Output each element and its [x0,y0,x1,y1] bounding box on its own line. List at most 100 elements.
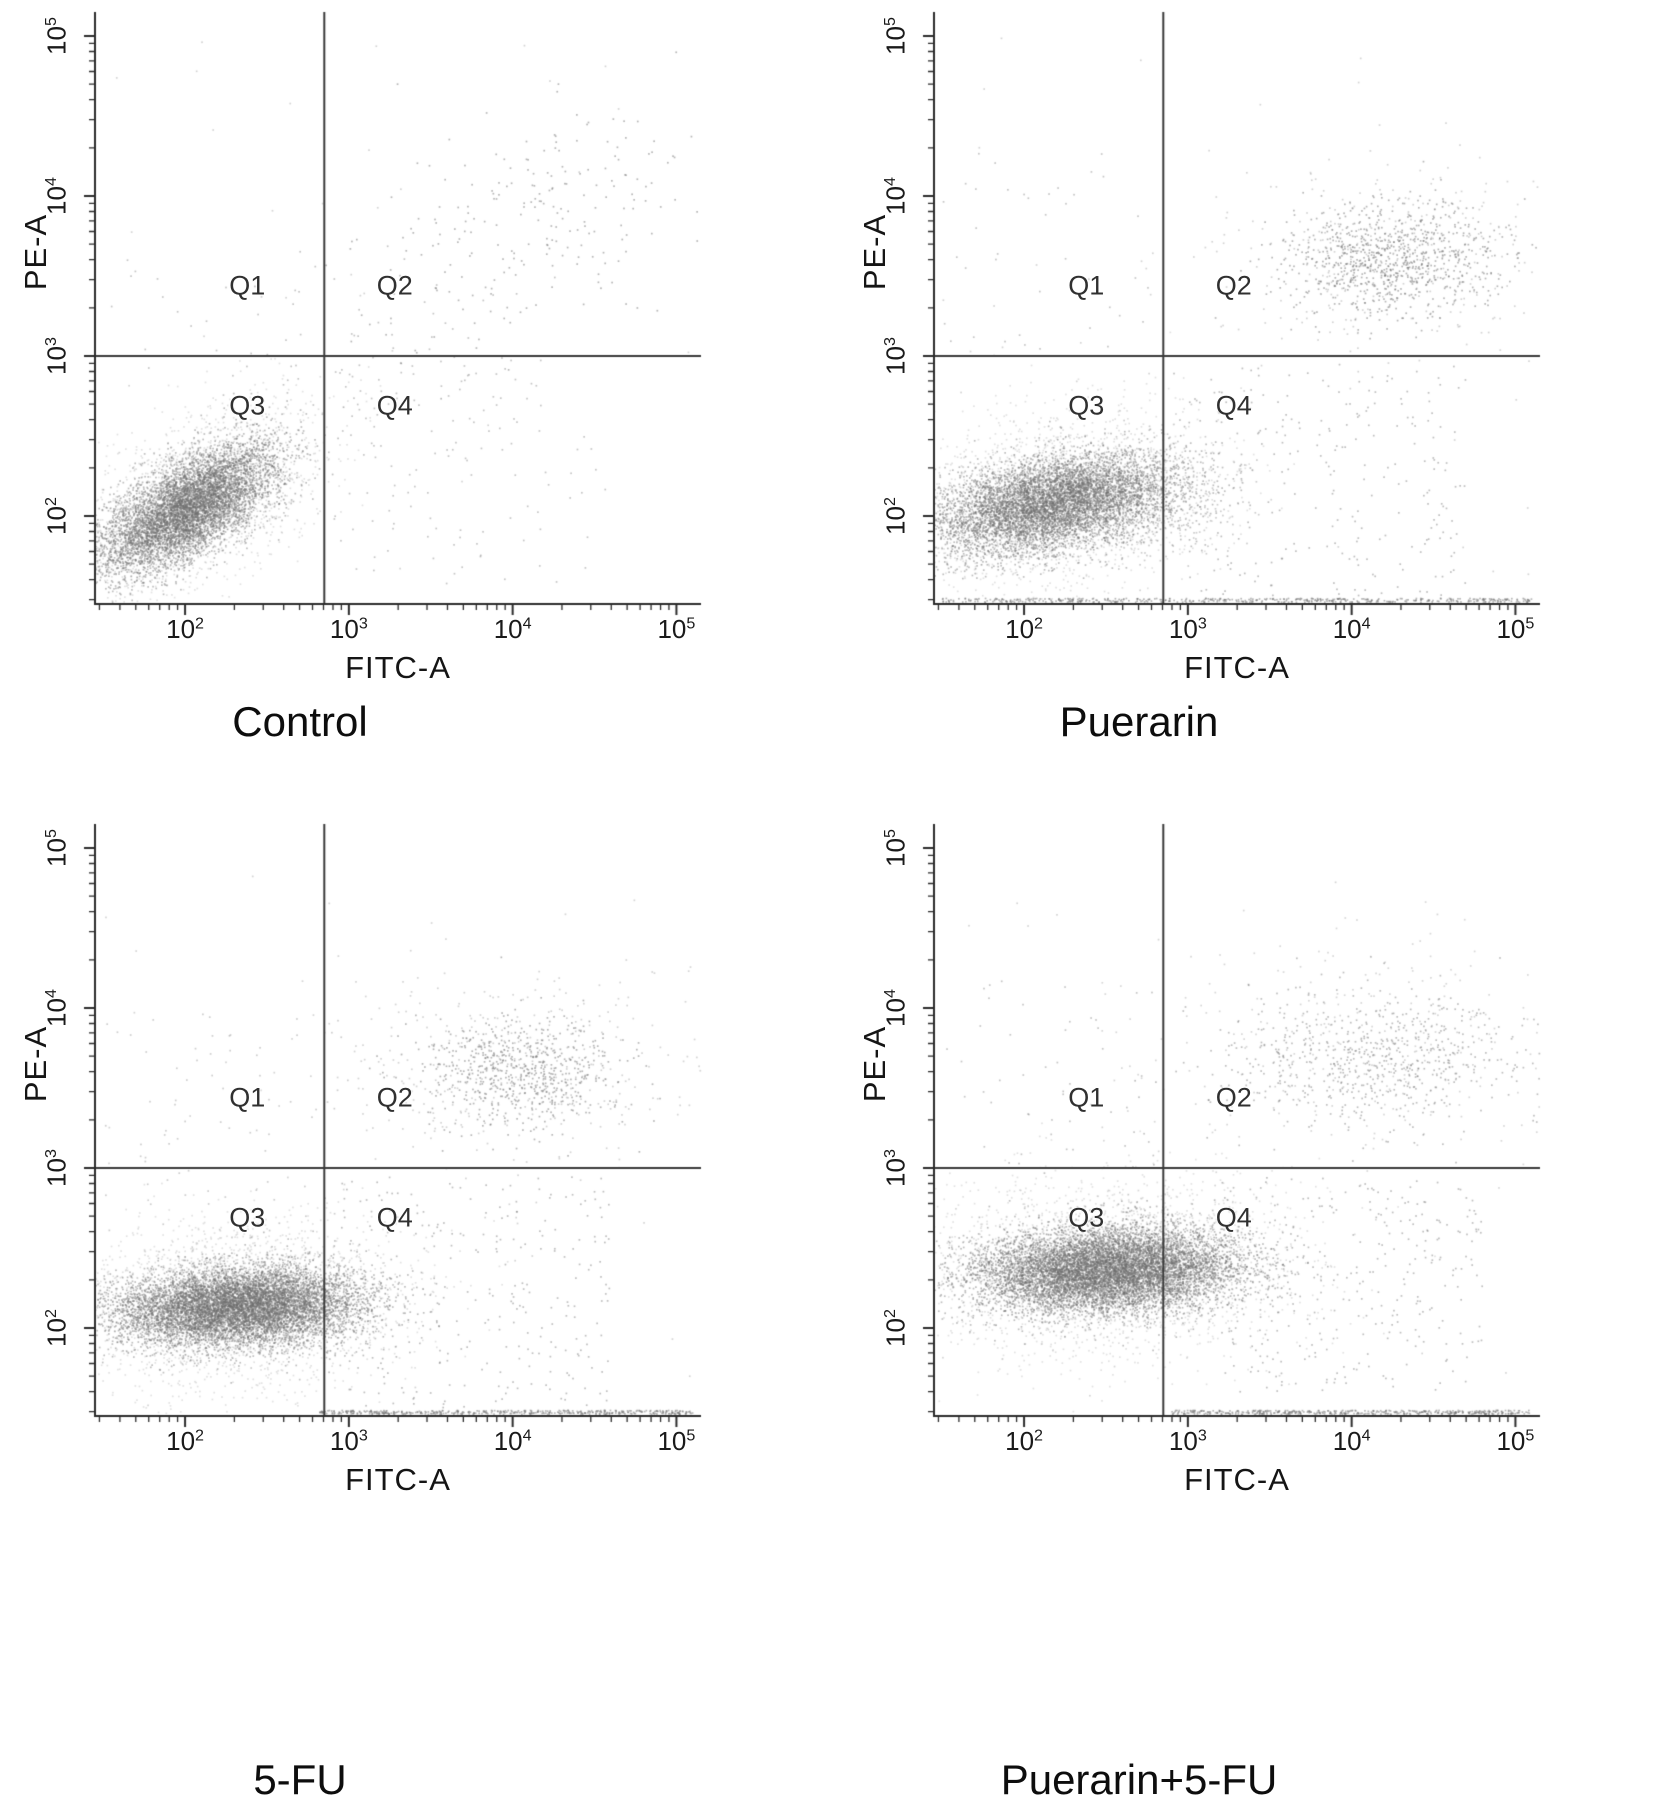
x-tick-label: 104 [494,1426,532,1457]
quadrant-label-q3: Q3 [229,390,266,421]
tick-base: 10 [1496,614,1526,644]
quadrant-label-q2: Q2 [1215,270,1252,301]
facs-panel: PE-A FITC-A Puerarin+5-FU 102 103 104 10… [839,812,1677,1805]
y-tick-label: 105 [42,17,73,55]
tick-base: 10 [1496,1426,1526,1456]
y-tick-label: 103 [42,337,73,375]
tick-exponent: 3 [41,337,60,347]
tick-base: 10 [657,614,687,644]
tick-base: 10 [41,346,72,375]
tick-exponent: 3 [1197,614,1207,633]
quadrant-label-q3: Q3 [1068,1202,1105,1233]
tick-exponent: 4 [41,989,60,999]
tick-exponent: 2 [195,614,205,633]
tick-base: 10 [41,186,72,215]
tick-exponent: 3 [358,1426,368,1445]
quadrant-label-q3: Q3 [1068,390,1105,421]
tick-base: 10 [880,186,911,215]
y-tick-label: 103 [881,337,912,375]
y-tick-label: 102 [881,1309,912,1347]
scatter-plot-canvas [839,0,1609,645]
panel-title: Puerarin+5-FU [1000,1756,1278,1803]
y-tick-label: 102 [881,497,912,535]
y-tick-label: 104 [881,989,912,1027]
tick-exponent: 5 [880,829,899,839]
x-tick-label: 103 [330,1426,368,1457]
tick-exponent: 2 [41,1309,60,1319]
x-tick-label: 102 [166,1426,204,1457]
tick-exponent: 2 [880,1309,899,1319]
y-tick-label: 105 [881,829,912,867]
tick-base: 10 [880,1158,911,1187]
x-tick-label: 104 [1333,1426,1371,1457]
scatter-plot-canvas [0,0,770,645]
y-tick-label: 105 [881,17,912,55]
quadrant-label-q4: Q4 [376,390,413,421]
y-tick-label: 103 [881,1149,912,1187]
y-tick-label: 104 [42,989,73,1027]
tick-base: 10 [1168,614,1198,644]
tick-exponent: 5 [41,17,60,27]
tick-base: 10 [1168,1426,1198,1456]
x-tick-label: 104 [1333,614,1371,645]
tick-base: 10 [329,1426,359,1456]
tick-exponent: 5 [1525,614,1535,633]
tick-exponent: 3 [1197,1426,1207,1445]
tick-base: 10 [880,1318,911,1347]
y-tick-label: 102 [42,497,73,535]
scatter-plot-canvas [0,812,770,1457]
tick-base: 10 [657,1426,687,1456]
x-tick-label: 102 [1005,614,1043,645]
tick-base: 10 [880,346,911,375]
facs-panel: PE-A FITC-A Puerarin 102 103 104 105 102… [839,0,1677,993]
y-tick-label: 102 [42,1309,73,1347]
y-tick-label: 105 [42,829,73,867]
tick-base: 10 [1005,1426,1035,1456]
tick-exponent: 4 [880,177,899,187]
tick-base: 10 [329,614,359,644]
x-tick-label: 104 [494,614,532,645]
tick-base: 10 [880,838,911,867]
tick-base: 10 [41,838,72,867]
y-tick-label: 104 [881,177,912,215]
y-axis-label: PE-A [18,1025,53,1103]
tick-base: 10 [166,1426,196,1456]
tick-base: 10 [41,26,72,55]
x-axis-label: FITC-A [1184,1462,1290,1497]
quadrant-label-q4: Q4 [1215,1202,1252,1233]
tick-base: 10 [1332,614,1362,644]
facs-panel: PE-A FITC-A Control 102 103 104 105 102 … [0,0,838,993]
tick-exponent: 2 [880,497,899,507]
tick-exponent: 2 [195,1426,205,1445]
tick-exponent: 5 [1525,1426,1535,1445]
tick-exponent: 4 [1361,614,1371,633]
quadrant-label-q3: Q3 [229,1202,266,1233]
facs-panel: PE-A FITC-A 5-FU 102 103 104 105 102 103… [0,812,838,1805]
panel-title: Control [232,698,368,745]
scatter-plot-canvas [839,812,1609,1457]
quadrant-label-q4: Q4 [1215,390,1252,421]
tick-exponent: 5 [686,1426,696,1445]
tick-base: 10 [41,1318,72,1347]
quadrant-label-q1: Q1 [1068,1082,1105,1113]
quadrant-label-q1: Q1 [229,1082,266,1113]
tick-exponent: 3 [41,1149,60,1159]
tick-base: 10 [1005,614,1035,644]
tick-base: 10 [880,998,911,1027]
panel-title: Puerarin [1059,698,1219,745]
tick-base: 10 [41,1158,72,1187]
tick-exponent: 4 [522,614,532,633]
tick-exponent: 3 [880,337,899,347]
tick-base: 10 [41,506,72,535]
tick-exponent: 4 [41,177,60,187]
x-axis-label: FITC-A [1184,650,1290,685]
tick-exponent: 5 [880,17,899,27]
quadrant-label-q1: Q1 [229,270,266,301]
x-tick-label: 102 [166,614,204,645]
x-tick-label: 105 [1496,614,1534,645]
x-tick-label: 105 [1496,1426,1534,1457]
tick-exponent: 3 [880,1149,899,1159]
y-axis-label: PE-A [857,1025,892,1103]
y-axis-label: PE-A [857,213,892,291]
